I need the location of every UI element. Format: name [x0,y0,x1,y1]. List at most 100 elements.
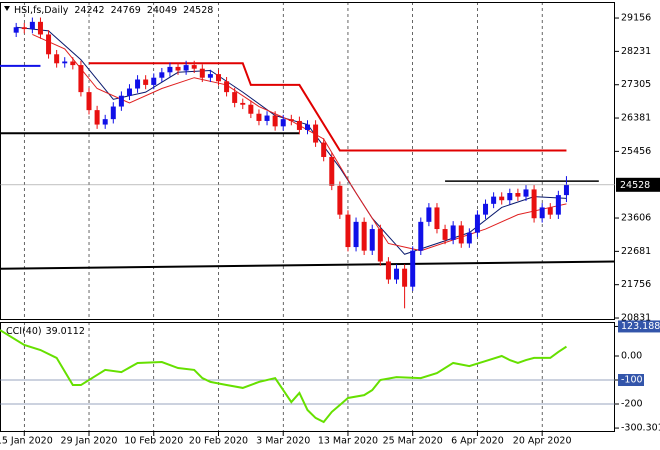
y-tick-label: 28231 [621,46,651,57]
title: HSI,fs,Daily [14,5,69,16]
candle-body [215,74,221,82]
candle-body [337,185,343,215]
y-tick-box [618,373,644,386]
candle-body [54,54,60,64]
candle-body [410,250,416,287]
candle-body [256,113,262,121]
candle-body [345,214,351,248]
x-tick-label: 20 Feb 2020 [189,436,248,447]
x-tick-label: 13 Mar 2020 [318,436,378,447]
candle-body [199,68,205,78]
ohlc-value: 24528 [183,5,213,16]
title: CCI(40) [6,326,42,337]
x-tick-label: 15 Jan 2020 [0,436,53,447]
candle-body [143,79,149,85]
candle-body [151,77,157,85]
x-tick-label: 10 Feb 2020 [124,436,183,447]
x-tick-label: 3 Mar 2020 [256,436,310,447]
y-tick-label: 27305 [621,79,651,90]
candle-body [466,232,472,244]
x-tick-label: 29 Jan 2020 [61,436,118,447]
x-tick-label: 20 Apr 2020 [513,436,572,447]
candle-body [499,196,505,201]
candle-body [264,115,270,121]
candle-body [426,207,432,222]
candle-body [118,95,124,107]
x-tick-label: 6 Apr 2020 [451,436,504,447]
candle-body [369,229,375,251]
candle-body [126,88,132,96]
candle-body [377,229,383,262]
candle-body [102,119,108,125]
last-price-box [616,177,660,192]
y-tick-label: 26381 [621,113,651,124]
candle-body [248,104,254,114]
candle-body [531,189,537,219]
candle-body [491,196,497,204]
y-tick-label: -200 [621,398,643,409]
candle-body [563,184,569,196]
candle-body [555,195,561,215]
panel-frame [0,322,615,432]
candle-body [86,92,92,111]
y-tick-label: -100 [621,374,643,385]
candle-body [305,124,310,130]
candle-body [385,261,391,280]
candle-body [483,203,489,215]
candle-body [224,81,230,93]
y-tick-label: 25456 [621,146,651,157]
candle-body [62,61,68,64]
candle-body [94,110,100,125]
y-tick-label: 22681 [621,246,651,257]
y-tick-label: 123.1887 [621,321,660,332]
y-tick-label: 23606 [621,213,651,224]
candle-body [547,207,553,215]
indicator-value: 39.0112 [46,326,85,337]
candle-body [296,120,302,130]
candle-body [288,119,294,121]
candle-body [539,207,545,219]
candle-body [159,72,165,78]
indicator-header: CCI(40) 39.0112 [6,326,85,337]
candle-body [313,124,319,143]
candle-body [70,61,76,66]
ohlc-value: 24242 [74,5,104,16]
y-tick-label: -300.301 [621,423,660,434]
candle-body [329,156,335,186]
candle-body [353,221,359,248]
candle-body [434,207,440,230]
last-price-label: 24528 [620,180,650,191]
ohlc-value: 24049 [147,5,177,16]
ohlc-value: 24769 [111,5,141,16]
candle-body [402,268,408,287]
panel-frame [0,2,615,320]
y-tick-label: 29156 [621,13,651,24]
candle-body [167,66,173,73]
candle-body [191,65,197,69]
candle-body [458,225,464,244]
y-tick-label: 21756 [621,279,651,290]
candle-body [321,142,327,157]
candle-body [450,225,456,240]
candle-body [442,229,448,240]
chart-header: HSI,fs,Daily 24242 24769 24049 24528 [14,5,213,16]
candle-body [46,34,52,55]
y-tick-label: 0.00 [621,351,642,362]
candle-body [29,21,35,30]
candle-body [272,115,278,127]
y-tick-label: 20831 [621,313,651,324]
candle-body [175,66,181,71]
candle-body [280,119,286,127]
candle-body [418,221,424,251]
candle-body [507,193,513,201]
candle-body [474,214,480,233]
candle-body [21,27,27,30]
candle-body [135,79,141,89]
candle-body [78,65,84,93]
candle-body [110,106,116,120]
candle-body [240,102,246,105]
candle-body [183,65,189,71]
indicator-line [0,329,567,424]
